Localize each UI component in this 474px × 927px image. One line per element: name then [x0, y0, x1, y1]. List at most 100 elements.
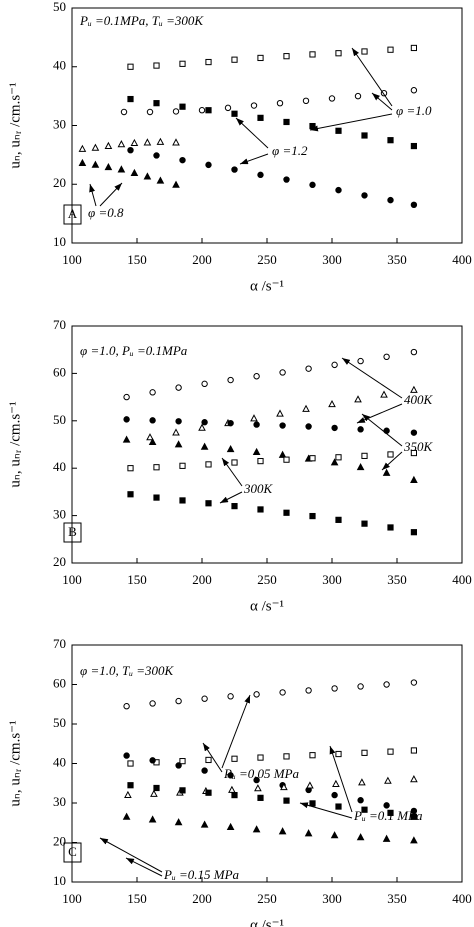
- marker: [410, 813, 417, 820]
- marker: [175, 762, 182, 769]
- marker: [200, 442, 209, 450]
- marker: [410, 807, 418, 815]
- marker: [231, 56, 238, 63]
- marker: [153, 784, 160, 792]
- marker: [123, 703, 130, 710]
- marker: [357, 357, 364, 365]
- marker: [198, 107, 206, 114]
- marker: [305, 365, 312, 372]
- marker: [335, 516, 342, 523]
- marker: [253, 421, 260, 428]
- marker: [123, 752, 130, 759]
- marker: [361, 132, 368, 139]
- marker: [226, 444, 235, 453]
- marker: [179, 462, 186, 469]
- marker: [201, 380, 208, 388]
- marker: [91, 160, 100, 168]
- y-tick-label: 60: [53, 675, 66, 690]
- marker: [257, 171, 264, 179]
- y-tick-label: 30: [53, 116, 66, 131]
- marker: [283, 509, 290, 516]
- marker: [309, 752, 316, 759]
- marker: [410, 44, 417, 52]
- marker: [305, 423, 312, 430]
- marker: [309, 455, 316, 462]
- arrow: [202, 742, 223, 773]
- marker: [410, 142, 417, 150]
- marker: [354, 395, 362, 403]
- marker: [358, 778, 366, 786]
- arrow: [341, 357, 403, 399]
- marker: [148, 815, 157, 823]
- x-tick-label: 400: [452, 891, 472, 906]
- annotation: 400K: [404, 392, 434, 407]
- marker: [410, 775, 418, 783]
- marker: [387, 46, 394, 53]
- marker: [384, 776, 392, 784]
- marker: [330, 458, 339, 466]
- marker: [172, 180, 180, 188]
- y-tick-label: 30: [53, 507, 66, 522]
- marker: [410, 449, 417, 457]
- arrow: [381, 451, 403, 471]
- marker: [227, 419, 234, 427]
- marker: [146, 433, 154, 441]
- marker: [410, 475, 418, 483]
- marker: [410, 385, 418, 393]
- annotation: Pᵤ =0.05 MPa: [223, 766, 300, 781]
- arrow: [89, 183, 97, 207]
- marker: [278, 827, 287, 835]
- x-tick-label: 100: [62, 891, 82, 906]
- marker: [309, 512, 316, 520]
- marker: [309, 122, 316, 130]
- marker: [104, 162, 113, 171]
- y-tick-label: 60: [53, 364, 66, 379]
- marker: [410, 429, 418, 436]
- marker: [153, 494, 160, 501]
- x-tick-label: 300: [322, 891, 342, 906]
- marker: [361, 452, 368, 459]
- marker: [227, 772, 234, 779]
- marker: [201, 767, 208, 774]
- x-axis-label: α /s⁻¹: [250, 278, 284, 294]
- panel-label: B: [68, 524, 77, 539]
- marker: [127, 491, 134, 498]
- marker: [280, 782, 288, 791]
- x-tick-label: 100: [62, 572, 82, 587]
- marker: [198, 423, 206, 431]
- x-tick-label: 150: [127, 252, 147, 267]
- y-axis-label: uₙ, uₙᵣ /cm.s⁻¹: [7, 401, 23, 487]
- marker: [227, 376, 234, 384]
- annotation: φ =1.0: [396, 103, 432, 118]
- marker: [205, 789, 212, 796]
- x-tick-label: 150: [127, 891, 147, 906]
- marker: [130, 168, 139, 176]
- marker: [387, 524, 394, 531]
- marker: [332, 779, 340, 787]
- y-tick-label: 10: [53, 234, 66, 249]
- marker: [226, 822, 235, 830]
- x-tick-label: 150: [127, 572, 147, 587]
- marker: [309, 181, 316, 189]
- marker: [253, 776, 260, 784]
- marker: [306, 781, 314, 789]
- x-tick-label: 100: [62, 252, 82, 267]
- arrow: [221, 694, 251, 769]
- marker: [122, 435, 131, 443]
- marker: [335, 454, 342, 461]
- marker: [205, 461, 212, 468]
- marker: [257, 754, 264, 761]
- marker: [156, 176, 165, 184]
- marker: [179, 497, 186, 504]
- y-tick-label: 20: [53, 175, 66, 190]
- y-tick-label: 70: [53, 317, 66, 332]
- marker: [201, 419, 208, 426]
- marker: [410, 348, 418, 356]
- marker: [227, 693, 234, 700]
- marker: [174, 818, 183, 826]
- marker: [279, 422, 286, 429]
- marker: [304, 829, 313, 837]
- y-tick-label: 30: [53, 794, 66, 809]
- marker: [224, 104, 232, 112]
- marker: [228, 785, 236, 793]
